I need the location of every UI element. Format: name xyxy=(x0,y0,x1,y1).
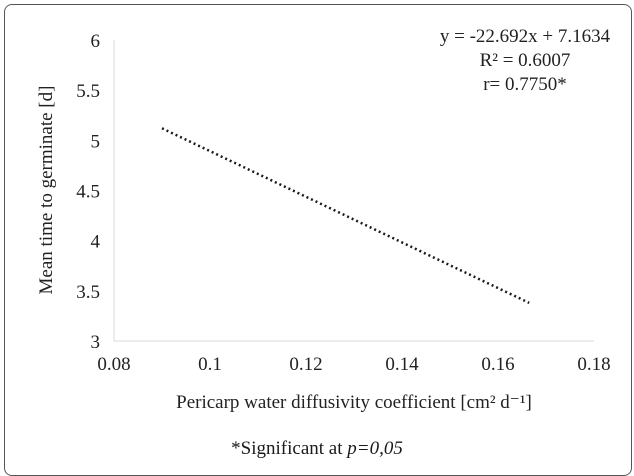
y-tick-label: 6 xyxy=(91,31,101,52)
trendline xyxy=(161,127,530,305)
significance-footnote: *Significant at p=0,05 xyxy=(0,438,634,460)
x-tick-label: 0.08 xyxy=(97,354,130,375)
x-tick-labels: 0.08 0.1 0.12 0.14 0.16 0.18 xyxy=(97,354,610,375)
y-tick-label: 3.5 xyxy=(76,282,100,303)
y-tick-label: 3 xyxy=(91,332,101,353)
x-tick-label: 0.12 xyxy=(289,354,322,375)
r-squared-label: R² = 0.6007 xyxy=(480,50,571,71)
x-tick-label: 0.14 xyxy=(385,354,419,375)
y-tick-label: 4 xyxy=(91,232,101,253)
y-tick-label: 5.5 xyxy=(76,81,100,102)
x-tick-label: 0.18 xyxy=(577,354,610,375)
x-axis-title: Pericarp water diffusivity coefficient [… xyxy=(176,392,532,413)
x-tick-label: 0.16 xyxy=(481,354,514,375)
correlation-label: r= 0.7750* xyxy=(483,74,567,95)
footnote-p-value: p=0,05 xyxy=(347,438,403,459)
y-tick-label: 5 xyxy=(91,131,101,152)
y-tick-label: 4.5 xyxy=(76,182,100,203)
footnote-prefix: *Significant at xyxy=(231,438,348,459)
chart-frame xyxy=(4,4,632,476)
y-tick-labels: 3 3.5 4 4.5 5 5.5 6 xyxy=(76,31,100,353)
x-tick-label: 0.1 xyxy=(198,354,222,375)
chart: 3 3.5 4 4.5 5 5.5 6 0.08 0.1 0.12 0.14 0.16 0.18 Pe… xyxy=(36,26,611,413)
trendline-equation: y = -22.692x + 7.1634 xyxy=(440,26,611,47)
series-group xyxy=(161,127,530,305)
y-axis-title: Mean time to germinate [d] xyxy=(36,86,57,295)
